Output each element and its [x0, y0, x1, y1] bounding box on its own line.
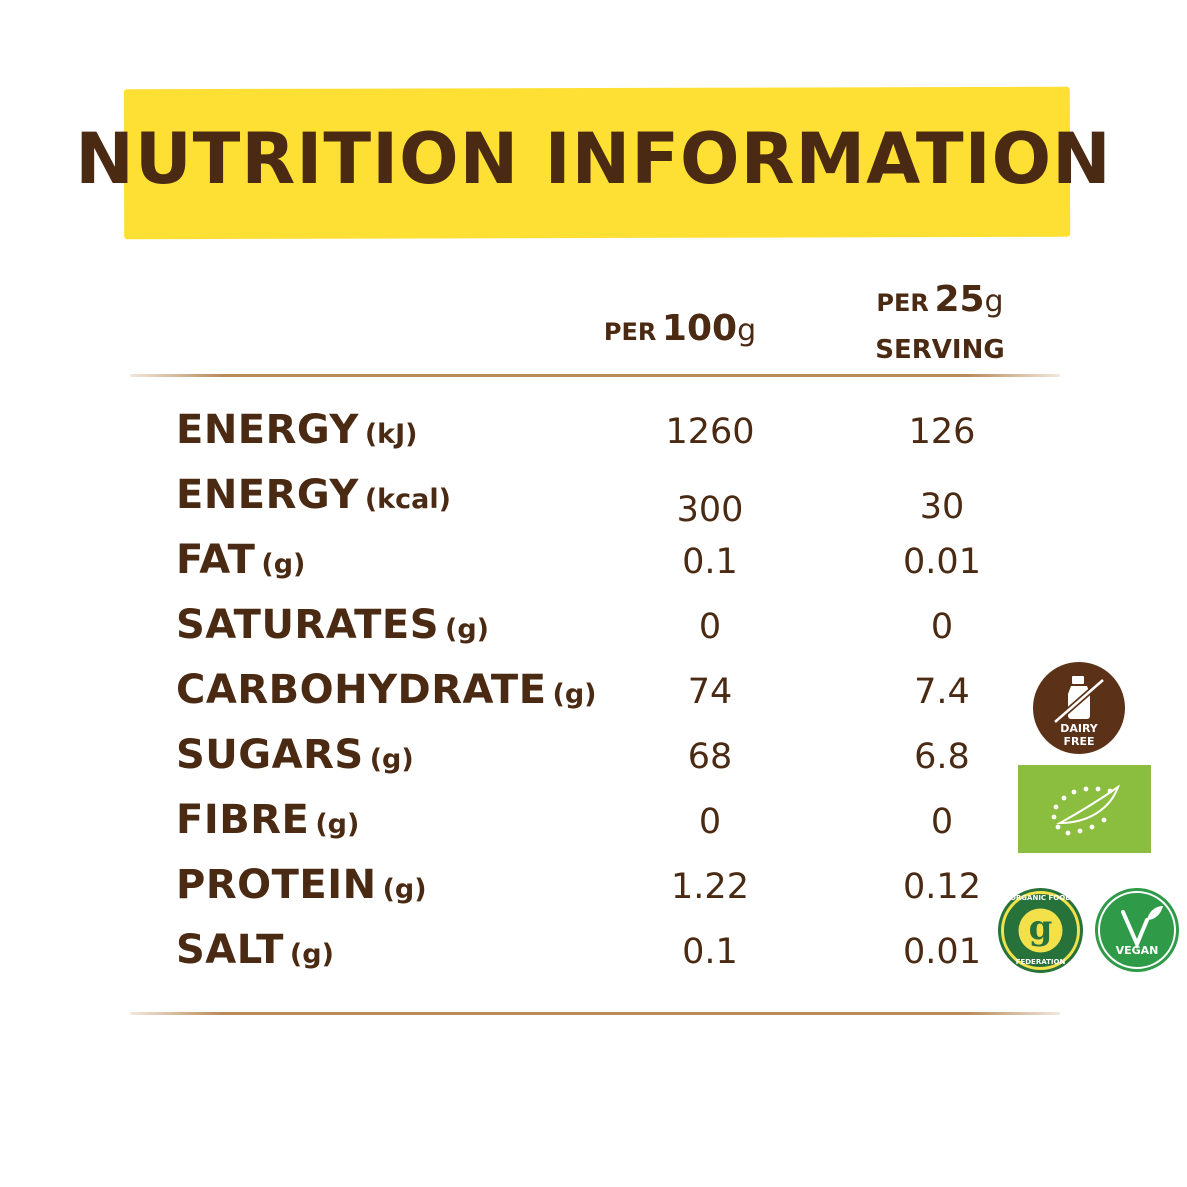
value-per100-fat: 0.1: [682, 542, 738, 582]
value-per100-energy-kcal: 300: [676, 490, 744, 530]
vegan-badge: VEGAN: [1095, 888, 1179, 972]
value-serving-energy-kcal: 30: [919, 487, 965, 527]
off-letter: g: [1028, 908, 1053, 948]
dairy-free-label-2: FREE: [1063, 735, 1095, 748]
value-per100-sugars: 68: [687, 737, 733, 777]
serving-unit: g: [984, 284, 1004, 319]
value-per100-fibre: 0: [698, 802, 722, 842]
value-serving-sugars: 6.8: [914, 737, 970, 777]
vegan-label: VEGAN: [1115, 944, 1159, 957]
value-serving-carbohydrate: 7.4: [914, 672, 970, 712]
row-label-fibre: FIBRE (g): [176, 797, 360, 843]
row-label-sugars: SUGARS (g): [176, 732, 414, 778]
per-amount: 100: [661, 308, 738, 349]
value-serving-fibre: 0: [930, 802, 954, 842]
row-label-energy-kj: ENERGY (kJ): [176, 407, 418, 453]
value-serving-fat: 0.01: [903, 542, 981, 582]
row-label-carbohydrate: CARBOHYDRATE (g): [176, 667, 597, 713]
dairy-free-badge: DAIRY FREE: [1033, 662, 1125, 754]
column-header-per-serving: PER 25g SERVING: [850, 278, 1030, 372]
per-prefix: PER: [603, 318, 657, 346]
value-serving-protein: 0.12: [903, 867, 981, 907]
value-serving-energy-kj: 126: [908, 412, 976, 452]
eu-organic-logo: [1018, 765, 1151, 853]
footer-divider: [130, 1012, 1060, 1015]
value-per100-saturates: 0: [698, 607, 722, 647]
page-title: NUTRITION INFORMATION: [75, 118, 1112, 200]
row-label-salt: SALT (g): [176, 927, 334, 973]
per-unit: g: [737, 313, 757, 348]
value-per100-carbohydrate: 74: [687, 672, 733, 712]
vegan-v-leaf-icon: [1098, 891, 1176, 969]
row-label-saturates: SATURATES (g): [176, 602, 490, 648]
value-per100-protein: 1.22: [671, 867, 749, 907]
off-top-text: ORGANIC FOOD: [1009, 894, 1072, 902]
serving-amount: 25: [934, 279, 985, 320]
row-label-protein: PROTEIN (g): [176, 862, 427, 908]
value-per100-energy-kj: 1260: [665, 412, 755, 452]
column-header-per-100g: PER 100g: [590, 308, 770, 349]
row-label-fat: FAT (g): [176, 537, 306, 583]
bottle-crossed-icon: [1053, 676, 1105, 725]
organic-food-federation-badge: g ORGANIC FOOD FEDERATION: [998, 888, 1083, 973]
value-serving-saturates: 0: [930, 607, 954, 647]
eu-organic-leaf-icon: [1051, 784, 1121, 836]
serving-prefix: PER: [876, 289, 929, 317]
off-bottom-text: FEDERATION: [1015, 958, 1066, 966]
value-per100-salt: 0.1: [682, 932, 738, 972]
organic-food-federation-icon: [1001, 891, 1080, 970]
dairy-free-label-1: DAIRY: [1060, 722, 1098, 735]
row-label-energy-kcal: ENERGY (kcal): [176, 472, 451, 518]
value-serving-salt: 0.01: [903, 932, 981, 972]
header-divider: [130, 374, 1060, 377]
serving-suffix: SERVING: [875, 335, 1005, 365]
